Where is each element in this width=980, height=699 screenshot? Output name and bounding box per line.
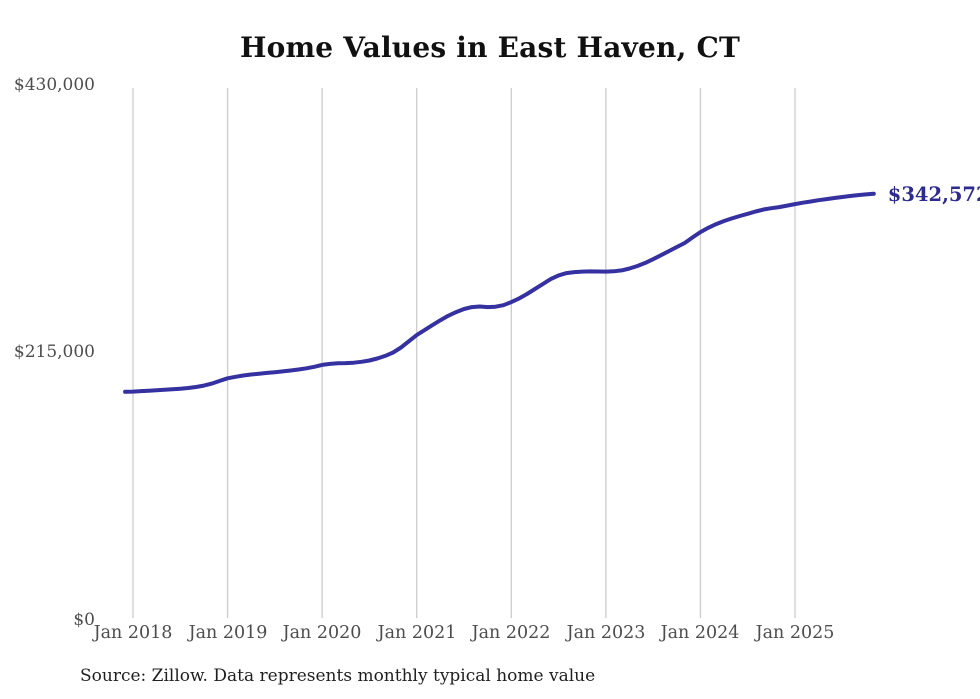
x-axis-tick-label: Jan 2024 — [660, 623, 740, 643]
x-axis-tick-label: Jan 2022 — [471, 623, 551, 643]
x-axis-tick-label: Jan 2021 — [377, 623, 457, 643]
x-axis-tick-label: Jan 2019 — [188, 623, 268, 643]
y-axis-tick-label: $430,000 — [13, 75, 95, 95]
y-axis-tick-label: $0 — [73, 610, 95, 630]
x-axis-tick-label: Jan 2023 — [566, 623, 646, 643]
y-axis-tick-label: $215,000 — [13, 342, 95, 362]
x-axis-tick-label: Jan 2018 — [93, 623, 173, 643]
x-axis-tick-label: Jan 2025 — [755, 623, 835, 643]
gridlines — [132, 88, 796, 618]
chart-title: Home Values in East Haven, CT — [239, 31, 741, 64]
home-value-line — [123, 191, 876, 394]
latest-value-label: $342,572 — [888, 183, 980, 206]
source-note: Source: Zillow. Data represents monthly … — [80, 666, 596, 686]
x-axis-tick-label: Jan 2020 — [282, 623, 362, 643]
